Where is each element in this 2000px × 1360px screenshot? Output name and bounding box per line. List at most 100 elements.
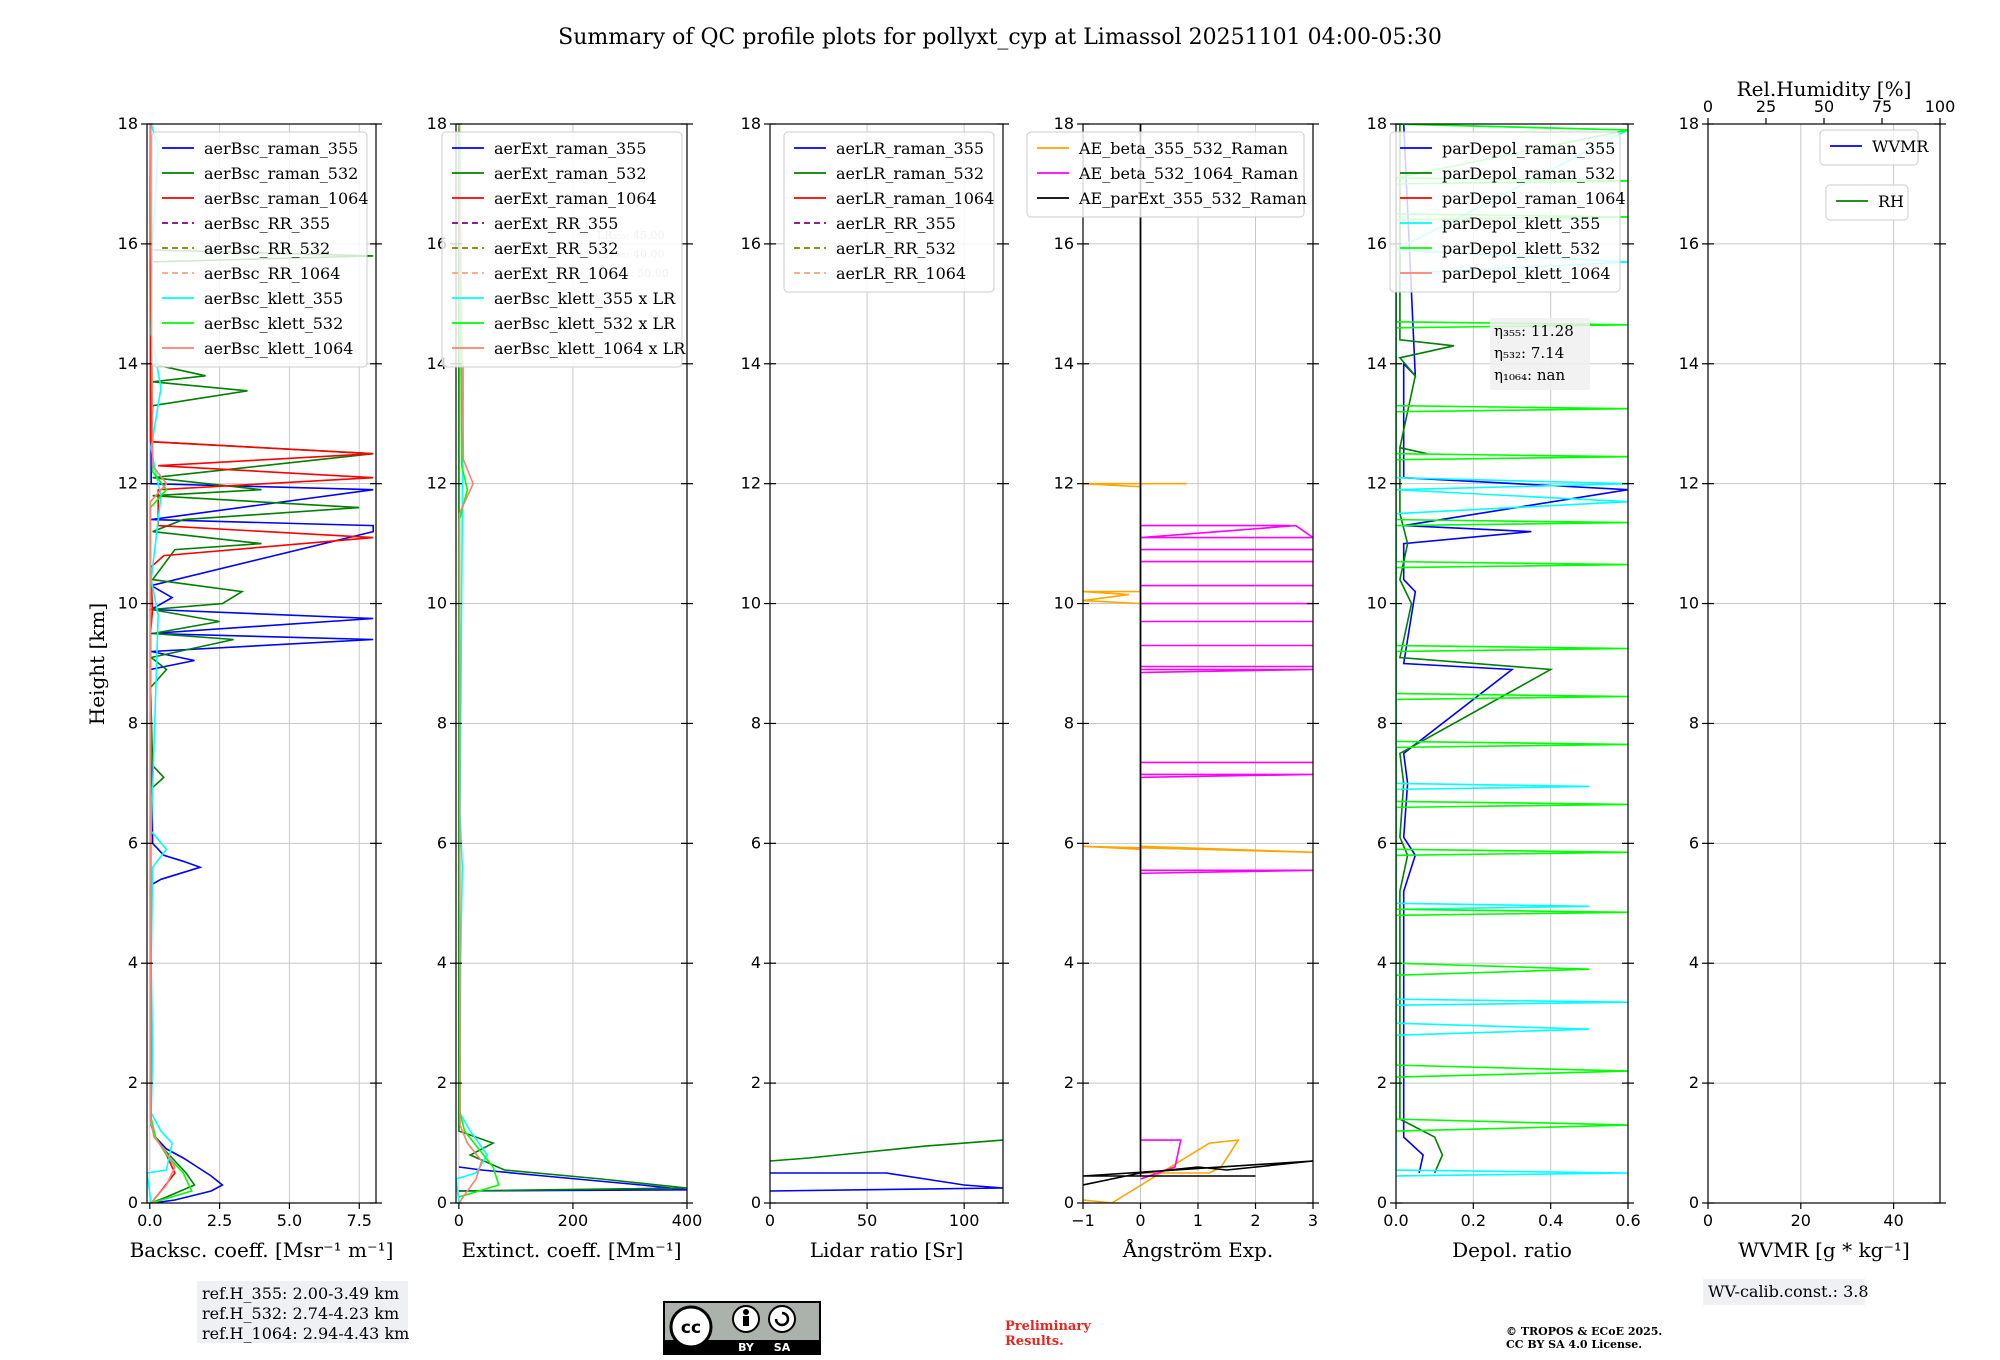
legend-label: aerExt_RR_1064 [494,264,629,283]
info-box [197,1281,408,1343]
x-tick-label: 0.6 [1615,1211,1640,1230]
y-tick-label: 4 [128,953,138,972]
top-x-tick-label: 25 [1756,97,1776,116]
y-tick-label: 10 [1054,594,1074,613]
y-tick-label: 2 [128,1073,138,1092]
legend-label: parDepol_klett_355 [1442,214,1600,233]
preliminary-line-1: Preliminary [1005,1319,1091,1334]
legend-frame [783,131,995,293]
legend-label: parDepol_raman_355 [1442,139,1615,158]
y-tick-label: 6 [751,833,761,852]
y-tick-label: 6 [128,833,138,852]
x-tick-label: 400 [672,1211,703,1230]
y-tick-label: 12 [741,474,761,493]
legend-label: aerBsc_klett_1064 [204,339,353,358]
axes-frame [455,123,688,1204]
y-tick-label: 14 [118,354,138,373]
y-tick-label: 16 [741,234,761,253]
y-tick-label: 10 [427,594,447,613]
series-line-pardepol-raman-355 [1402,124,1628,1174]
legend-frame [1026,131,1305,218]
y-tick-label: 4 [751,953,761,972]
legend-label: aerBsc_RR_355 [204,214,330,233]
y-tick-label: 10 [1367,594,1387,613]
annotation-text: η₅₃₂: 7.14 [1494,344,1564,362]
x-tick-label: 0.0 [137,1211,162,1230]
y-axis-label: Height [km] [85,603,109,725]
legend: aerBsc_raman_355 aerBsc_raman_532 aerBsc_r… [151,131,369,368]
y-tick-label: 4 [437,953,447,972]
series-line-aerbsc-raman-1064 [149,124,374,1203]
legend-label: aerLR_RR_355 [836,214,956,233]
y-tick-label: 4 [1689,953,1699,972]
series-group [1396,124,1628,1177]
x-tick-label: 7.5 [347,1211,372,1230]
legend-label: parDepol_raman_532 [1442,164,1615,183]
x-tick-label: 0 [1135,1211,1145,1230]
cc-icon [669,1305,713,1349]
y-tick-label: 8 [437,713,447,732]
series-group [147,124,374,1203]
badge-by-text: BY [738,1341,755,1354]
y-tick-label: 6 [1689,833,1699,852]
y-tick-label: 8 [1064,713,1074,732]
y-tick-label: 4 [1377,953,1387,972]
legend-label: aerExt_raman_1064 [494,189,657,208]
y-tick-label: 16 [1679,234,1699,253]
y-tick-label: 0 [128,1193,138,1212]
info-box-line: ref.H_355: 2.00-3.49 km [202,1284,399,1303]
y-tick-label: 16 [118,234,138,253]
y-tick-label: 14 [1367,354,1387,373]
legend-label: AE_parExt_355_532_Raman [1078,189,1307,208]
share-alike-icon [768,1305,796,1333]
badge-sa-text: SA [774,1341,791,1354]
legend-label: aerBsc_RR_1064 [204,264,340,283]
y-tick-label: 2 [437,1073,447,1092]
x-tick-label: 0.4 [1538,1211,1563,1230]
series-line-ae-parext-355-532-raman [1083,124,1313,1186]
legend-label: aerExt_RR_532 [494,239,618,258]
copyright-line-1: © TROPOS & ECoE 2025. [1506,1325,1662,1338]
series-line-pardepol-raman-532 [1398,124,1554,1174]
legend-label: aerBsc_klett_532 x LR [494,314,676,333]
top-x-tick-label: 50 [1814,97,1834,116]
y-tick-label: 10 [1679,594,1699,613]
legend-label: WVMR [1872,137,1929,156]
x-tick-label: 2.5 [207,1211,232,1230]
annotation-box [1490,318,1590,390]
y-tick-label: 8 [751,713,761,732]
y-tick-label: 18 [118,114,138,133]
x-tick-label: 0.0 [1383,1211,1408,1230]
series-line-aerbsc-klett-1064-x-lr [458,124,483,1203]
y-tick-label: 14 [1054,354,1074,373]
y-tick-label: 18 [1679,114,1699,133]
x-axis-label: Backsc. coeff. [Msr⁻¹ m⁻¹] [130,1238,394,1262]
x-axis-label: Lidar ratio [Sr] [810,1238,964,1262]
axes-frame [769,123,1004,1204]
y-tick-label: 8 [1689,713,1699,732]
x-axis-label: Ångström Exp. [1122,1237,1273,1262]
series-line-aerlr-raman-355 [770,1172,1003,1192]
legend: WVMR [1819,129,1929,166]
y-tick-label: 12 [118,474,138,493]
axes-frame [1395,123,1629,1204]
top-x-axis-label: Rel.Humidity [%] [1737,77,1912,101]
legend-label: aerBsc_klett_532 [204,314,343,333]
y-tick-label: 0 [437,1193,447,1212]
x-tick-label: 0 [765,1211,775,1230]
y-tick-label: 16 [1367,234,1387,253]
legend-label: aerExt_raman_355 [494,139,647,158]
y-tick-label: 8 [128,713,138,732]
series-group [770,1139,1003,1192]
x-tick-label: 5.0 [277,1211,302,1230]
y-tick-label: 6 [437,833,447,852]
y-tick-label: 2 [751,1073,761,1092]
series-line-aerext-raman-532 [458,124,687,1192]
y-tick-label: 12 [1367,474,1387,493]
axes-frame [1707,123,1941,1204]
license-badge: cc BY SA [663,1301,821,1355]
annotation-text: η₃₅₅: 11.28 [1494,322,1574,340]
axes-frame [146,123,377,1204]
legend-label: aerBsc_raman_1064 [204,189,369,208]
